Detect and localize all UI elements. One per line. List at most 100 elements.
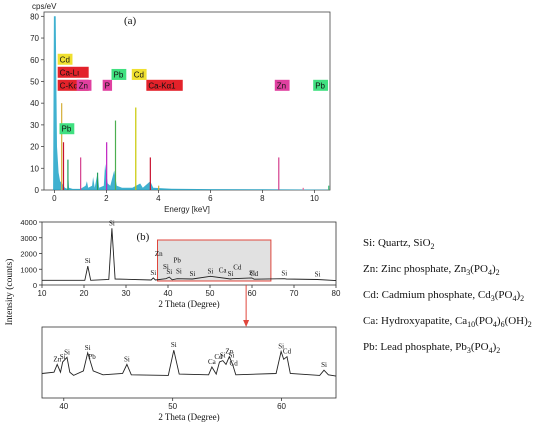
xrd-zoom-peak-annotation: Si: [64, 348, 70, 356]
xrd-peak-annotation: Si: [189, 270, 195, 278]
legend-subscript: 10: [467, 320, 476, 330]
xrd-peak-annotation: Zn: [155, 250, 163, 258]
legend-subscript: 4: [488, 346, 493, 356]
xrd-zoom-peak-annotation: Si: [229, 352, 235, 360]
xrd-zoom-peak-annotation: Si: [321, 361, 327, 369]
edx-y-tick-label: 70: [30, 34, 39, 43]
legend-text: Ca: Hydroxyapatite, Ca: [363, 315, 468, 327]
edx-y-tick-label: 10: [30, 164, 39, 173]
xrd-x-axis-label: 2 Theta (Degree): [158, 299, 219, 309]
legend-text: (PO: [475, 315, 493, 327]
xrd-zoom-peak-annotation: Si: [124, 355, 130, 363]
xrd-peak-annotation: Si: [163, 263, 169, 271]
edx-element-box: [131, 68, 147, 80]
xrd-x-tick-label: 70: [290, 289, 299, 298]
legend-text: ): [496, 315, 501, 327]
legend-subscript: 3: [490, 294, 495, 304]
xrd-y-tick-label: 4000: [20, 218, 37, 227]
legend-subscript: 3: [466, 346, 471, 356]
edx-element-label: Zn: [79, 81, 88, 90]
xrd-x-tick-label: 40: [164, 289, 173, 298]
xrd-zoom-peak-annotation: Si: [60, 353, 66, 361]
xrd-zoom-peak-annotation: Si: [85, 344, 91, 352]
legend-text: (OH): [504, 315, 528, 327]
xrd-zoom-plot-frame: [41, 326, 337, 399]
edx-element-label: Pb: [62, 125, 72, 134]
edx-element-box: [57, 53, 73, 65]
xrd-zoom-peak-annotation: Cd: [230, 359, 239, 367]
edx-panel-label: (a): [124, 15, 137, 27]
legend-text: (PO: [494, 289, 513, 301]
edx-element-label: Cd: [60, 55, 70, 64]
edx-element-label: C-Kα1: [60, 81, 83, 90]
xrd-highlight-region: [157, 239, 272, 282]
xrd-zoom-x-axis-label: 2 Theta (Degree): [158, 412, 219, 422]
edx-element-box: [59, 123, 75, 135]
xrd-pattern-panel: 10 20 30 40 50 60 70 8001000200030004000SiSiZnS…: [4, 218, 341, 325]
xrd-peak-annotation: Si: [207, 267, 213, 275]
edx-y-tick-label: 80: [30, 12, 39, 21]
xrd-y-tick-label: 0: [33, 281, 37, 290]
legend-text: Zn: Zinc phosphate, Zn: [363, 263, 467, 275]
edx-y-tick-label: 30: [30, 121, 39, 130]
xrd-pattern-line: [42, 228, 337, 282]
legend-item: Ca: Hydroxyapatite, Ca10(PO4)6(OH)2: [363, 314, 548, 340]
xrd-zoom-peak-annotation: Cd: [283, 348, 292, 356]
legend-text: ): [492, 341, 497, 353]
xrd-zoom-peak-annotation: Si: [220, 352, 226, 360]
edx-element-label: Ca-Lı: [60, 68, 80, 77]
legend-text: Si: Quartz, SiO: [363, 237, 431, 249]
legend-subscript: 3: [466, 268, 471, 278]
xrd-zoom-peak-annotation: Zn: [53, 355, 61, 363]
xrd-zoom-peak-annotation: Si: [171, 341, 177, 349]
edx-x-tick-label: 4: [156, 194, 161, 203]
xrd-peak-annotation: Pb: [174, 256, 182, 264]
xrd-peak-annotation: Si: [249, 269, 255, 277]
edx-x-tick-label: 2: [104, 194, 109, 203]
xrd-y-tick-label: 1000: [20, 265, 37, 274]
edx-y-tick-label: 0: [35, 186, 40, 195]
edx-element-box: [57, 66, 89, 78]
phase-legend: Si: Quartz, SiO2 Zn: Zinc phosphate, Zn3(…: [363, 236, 548, 366]
legend-subscript: 4: [488, 268, 492, 278]
edx-element-box: [57, 79, 89, 91]
xrd-zoom-peak-annotation: Pb: [88, 353, 96, 361]
legend-text: (PO: [470, 341, 489, 353]
legend-subscript: 2: [496, 346, 501, 356]
legend-text: ): [516, 289, 521, 301]
edx-y-axis-label: cps/eV: [32, 2, 57, 11]
edx-x-tick-label: 6: [208, 194, 213, 203]
xrd-x-tick-label: 30: [122, 289, 131, 298]
xrd-x-tick-label: 60: [248, 289, 257, 298]
xrd-x-tick-label: 10: [38, 289, 47, 298]
edx-y-tick-label: 40: [30, 99, 39, 108]
xrd-y-axis-label: Intensity (counts): [4, 259, 15, 326]
edx-x-tick-label: 0: [52, 194, 57, 203]
edx-element-box: [146, 79, 183, 91]
xrd-x-tick-label: 20: [80, 289, 89, 298]
legend-item: Cd: Cadmium phosphate, Cd3(PO4)2: [363, 288, 548, 314]
xrd-y-tick-label: 2000: [20, 250, 37, 259]
xrd-peak-annotation: Si: [85, 257, 91, 265]
legend-text: (PO: [470, 263, 488, 275]
edx-plot-frame: [43, 11, 331, 191]
zoom-connector: [243, 285, 250, 327]
legend-text: Cd: Cadmium phosphate, Cd: [363, 289, 491, 301]
legend-item: Pb: Lead phosphate, Pb3(PO4)2: [363, 340, 548, 366]
xrd-peak-annotation: Si: [315, 270, 321, 278]
xrd-zoom-x-tick-label: 60: [277, 402, 286, 411]
edx-element-label: Cd: [134, 70, 144, 79]
xrd-peak-annotation: Cd: [233, 263, 242, 271]
edx-x-tick-label: 8: [260, 194, 265, 203]
legend-subscript: 6: [500, 320, 505, 330]
edx-element-box: [111, 68, 127, 80]
edx-element-label: P: [105, 81, 110, 90]
legend-subscript: 4: [512, 294, 517, 304]
edx-element-box: [274, 79, 290, 91]
edx-y-tick-label: 60: [30, 56, 39, 65]
xrd-panel-label: (b): [137, 231, 150, 243]
xrd-peak-annotation: Si: [281, 270, 287, 278]
edx-y-tick-label: 20: [30, 143, 39, 152]
